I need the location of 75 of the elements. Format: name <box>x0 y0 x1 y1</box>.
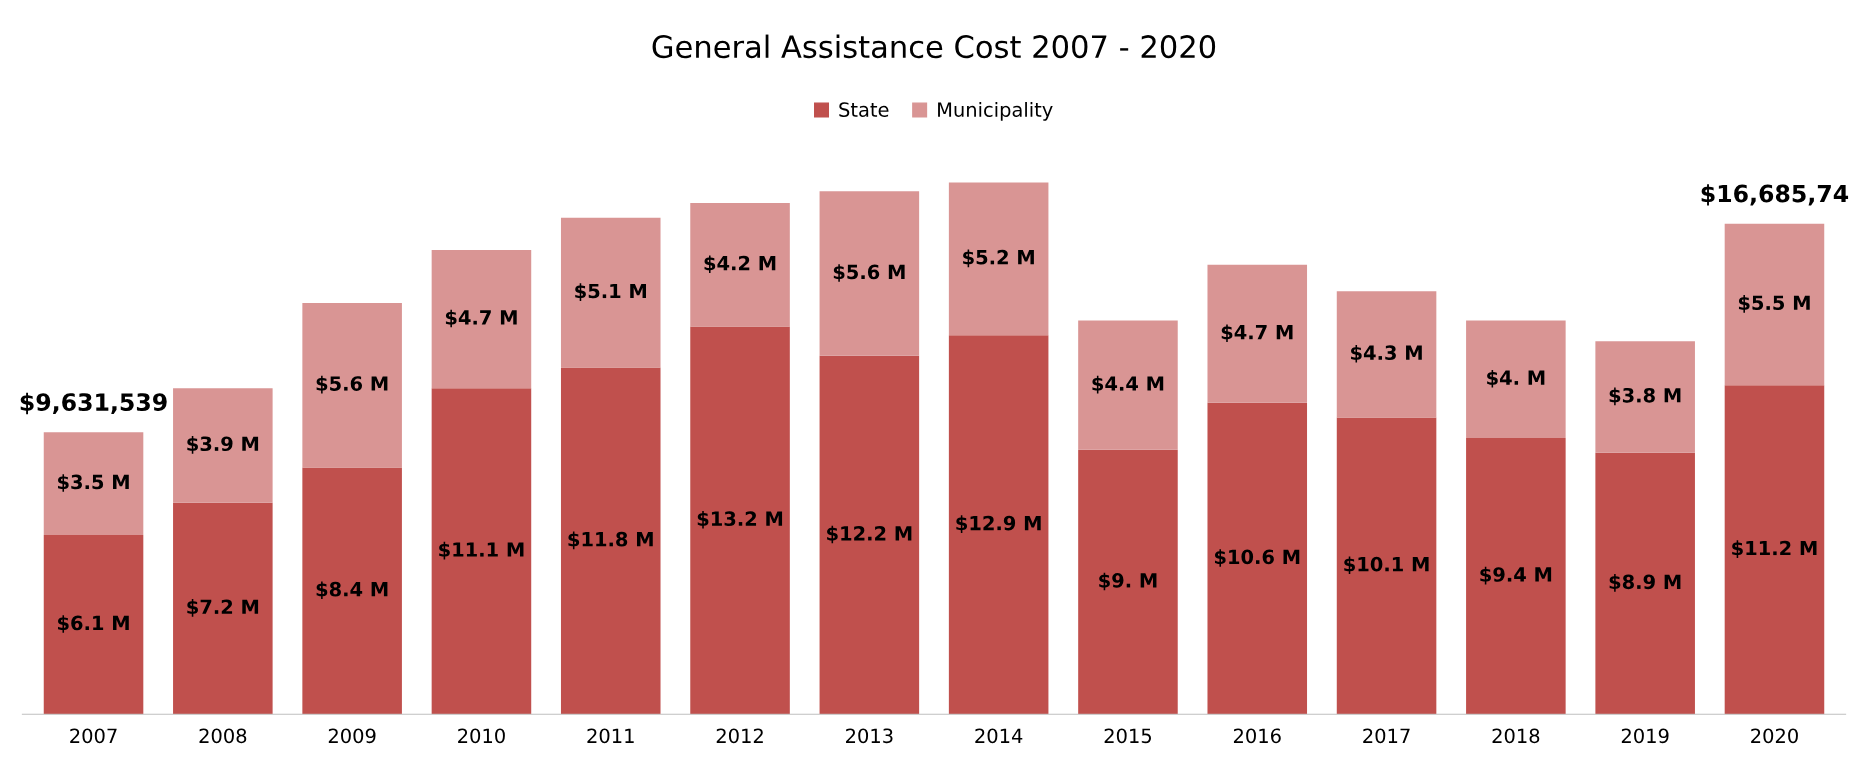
legend-label: State <box>839 102 889 117</box>
x-tick-label: 2009 <box>328 728 376 744</box>
x-tick-label: 2017 <box>1363 728 1410 744</box>
x-tick-label: 2016 <box>1233 728 1281 744</box>
x-tick-label: 2019 <box>1621 728 1669 744</box>
data-label: $13.2 M <box>697 510 783 529</box>
data-label: $8.4 M <box>316 581 388 600</box>
bar <box>690 326 790 715</box>
legend-label: Municipality <box>938 101 1053 121</box>
bar <box>1336 291 1437 418</box>
bar <box>1207 264 1308 403</box>
bar <box>948 182 1049 336</box>
data-label: $4.7 M <box>1221 324 1293 343</box>
bar <box>1078 320 1178 450</box>
data-label: $11.2 M <box>1732 540 1817 558</box>
x-tick-label: 2010 <box>458 728 505 744</box>
bar <box>560 217 661 368</box>
chart-title: General Assistance Cost 2007 - 2020 <box>652 34 1216 59</box>
data-label: $4. M <box>1487 369 1545 388</box>
data-label: $4.2 M <box>704 255 776 274</box>
bar <box>43 432 144 536</box>
bar <box>1078 449 1178 715</box>
bar <box>1724 223 1825 386</box>
x-tick-label: 2015 <box>1104 728 1151 744</box>
x-tick-label: 2011 <box>587 728 634 744</box>
data-label: $12.9 M <box>956 515 1041 533</box>
bar <box>1466 438 1566 715</box>
annotation: $9,631,539 <box>20 392 167 415</box>
data-label: $8.9 M <box>1609 574 1681 592</box>
data-label: $3.5 M <box>58 474 129 492</box>
bar <box>431 250 532 389</box>
bar <box>1466 320 1566 439</box>
bar <box>1207 402 1308 715</box>
bar <box>1595 341 1695 453</box>
bar <box>431 388 532 715</box>
data-label: $5.5 M <box>1738 295 1810 313</box>
x-tick-label: 2012 <box>716 728 763 744</box>
bar <box>560 367 661 715</box>
x-tick-label: 2018 <box>1492 728 1540 744</box>
data-label: $12.2 M <box>827 525 912 544</box>
data-label: $6.1 M <box>58 615 129 633</box>
bar <box>819 355 920 715</box>
annotation: $16,685,74 <box>1701 184 1849 206</box>
data-label: $4.3 M <box>1351 344 1422 363</box>
bar <box>1336 417 1437 715</box>
bar <box>1595 452 1695 715</box>
data-label: $11.1 M <box>439 541 524 560</box>
data-label: $3.9 M <box>187 436 259 454</box>
data-label: $10.1 M <box>1344 556 1429 575</box>
data-label: $7.2 M <box>187 599 259 617</box>
bar <box>173 502 273 715</box>
bar <box>43 535 144 715</box>
bar <box>690 203 790 327</box>
bar <box>948 335 1049 715</box>
bar <box>302 467 402 715</box>
data-label: $3.8 M <box>1609 387 1681 406</box>
x-tick-label: 2008 <box>199 728 247 744</box>
data-label: $11.8 M <box>568 531 653 550</box>
x-tick-label: 2020 <box>1751 728 1798 744</box>
data-label: $4.4 M <box>1092 375 1164 394</box>
x-tick-label: 2013 <box>846 728 893 744</box>
data-label: $5.1 M <box>575 283 646 301</box>
x-tick-label: 2014 <box>975 728 1023 744</box>
data-label: $5.6 M <box>833 264 905 282</box>
data-label: $9.4 M <box>1480 566 1552 585</box>
bar <box>302 302 402 468</box>
x-tick-label: 2007 <box>70 728 117 744</box>
data-label: $5.2 M <box>963 249 1034 268</box>
data-label: $5.6 M <box>316 375 388 394</box>
bar <box>819 191 920 356</box>
bar <box>173 388 273 503</box>
data-label: $4.7 M <box>445 309 517 328</box>
data-label: $9. M <box>1099 572 1157 591</box>
data-label: $10.6 M <box>1214 549 1300 567</box>
bar <box>1724 385 1825 715</box>
